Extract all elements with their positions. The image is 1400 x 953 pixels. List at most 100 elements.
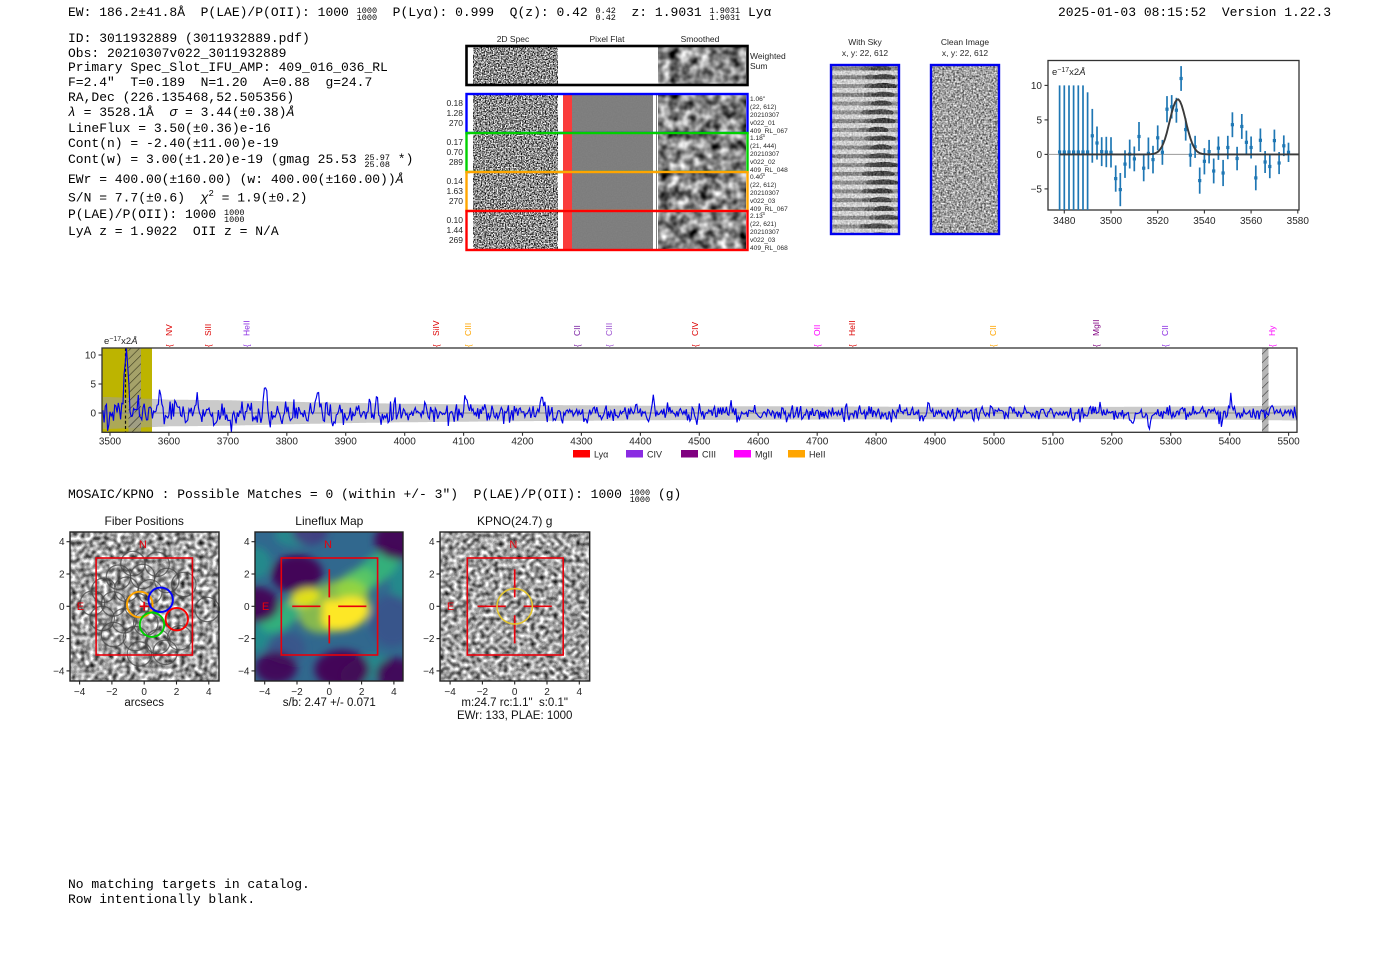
svg-text:0.40": 0.40" [750, 174, 766, 181]
svg-text:Pixel Flat: Pixel Flat [590, 34, 626, 44]
svg-text:289: 289 [449, 157, 463, 167]
svg-text:Smoothed: Smoothed [681, 34, 720, 44]
svg-text:Clean Image: Clean Image [941, 37, 989, 47]
svg-text:0: 0 [59, 602, 65, 613]
svg-text:−4: −4 [423, 666, 435, 677]
svg-text:{: { [1092, 344, 1101, 347]
svg-text:3800: 3800 [276, 437, 299, 448]
svg-text:N: N [139, 539, 147, 551]
svg-text:2: 2 [429, 570, 435, 581]
svg-text:5500: 5500 [1277, 437, 1300, 448]
svg-text:CIII: CIII [604, 323, 614, 336]
svg-text:{: { [165, 344, 174, 347]
svg-text:5: 5 [90, 380, 96, 391]
svg-text:3560: 3560 [1240, 216, 1263, 227]
svg-text:v022_02: v022_02 [750, 159, 776, 166]
svg-text:{: { [464, 344, 473, 347]
svg-text:2: 2 [59, 570, 65, 581]
svg-text:3480: 3480 [1053, 216, 1076, 227]
svg-text:270: 270 [449, 118, 463, 128]
svg-text:0.10: 0.10 [446, 215, 463, 225]
svg-text:0: 0 [327, 687, 333, 698]
svg-text:(22, 612): (22, 612) [750, 104, 776, 111]
svg-text:NV: NV [164, 324, 174, 336]
svg-text:x, y: 22, 612: x, y: 22, 612 [942, 48, 989, 58]
svg-text:−2: −2 [291, 687, 303, 698]
svg-text:4: 4 [429, 537, 435, 548]
svg-text:2: 2 [244, 570, 250, 581]
svg-text:{: { [813, 344, 822, 347]
svg-text:20210307: 20210307 [750, 190, 780, 197]
svg-text:1.28: 1.28 [446, 108, 463, 118]
svg-text:−2: −2 [423, 634, 435, 645]
svg-text:HeII: HeII [847, 320, 857, 336]
svg-text:3540: 3540 [1193, 216, 1216, 227]
svg-text:Hy: Hy [1267, 325, 1277, 336]
svg-text:KPNO(24.7) g: KPNO(24.7) g [477, 514, 552, 528]
svg-text:x, y: 22, 612: x, y: 22, 612 [842, 48, 889, 58]
svg-text:4: 4 [391, 687, 397, 698]
svg-text:4300: 4300 [570, 437, 593, 448]
svg-text:{: { [204, 344, 213, 347]
svg-text:409_RL_067: 409_RL_067 [750, 206, 788, 213]
svg-text:Fiber Positions: Fiber Positions [105, 514, 184, 528]
svg-text:4800: 4800 [865, 437, 888, 448]
svg-text:v022_01: v022_01 [750, 120, 776, 127]
svg-text:With Sky: With Sky [848, 37, 882, 47]
svg-text:0: 0 [90, 409, 96, 420]
svg-text:CIV: CIV [690, 322, 700, 337]
svg-text:N: N [324, 539, 332, 551]
svg-text:0: 0 [244, 602, 250, 613]
svg-text:MgII: MgII [1091, 319, 1101, 336]
svg-text:−4: −4 [259, 687, 271, 698]
svg-text:5: 5 [1036, 115, 1042, 126]
svg-text:E: E [77, 601, 84, 613]
svg-text:4: 4 [59, 537, 65, 548]
svg-text:3900: 3900 [335, 437, 358, 448]
svg-text:e−17x2Å: e−17x2Å [104, 336, 138, 347]
svg-text:{: { [573, 344, 582, 347]
svg-text:1.63: 1.63 [446, 186, 463, 196]
svg-text:0.17: 0.17 [446, 137, 463, 147]
svg-text:(22, 621): (22, 621) [750, 221, 776, 228]
svg-text:{: { [432, 344, 441, 347]
svg-text:3520: 3520 [1147, 216, 1170, 227]
svg-text:4900: 4900 [924, 437, 947, 448]
svg-text:10: 10 [1031, 81, 1043, 92]
svg-text:(21, 444): (21, 444) [750, 143, 776, 150]
svg-text:v022_03: v022_03 [750, 237, 776, 244]
svg-text:4: 4 [206, 687, 212, 698]
svg-text:409_RL_048: 409_RL_048 [750, 167, 788, 174]
svg-text:{: { [989, 344, 998, 347]
svg-text:arcsecs: arcsecs [124, 697, 164, 709]
svg-text:0.18: 0.18 [446, 98, 463, 108]
svg-text:CII: CII [572, 325, 582, 336]
svg-text:OII: OII [812, 325, 822, 336]
svg-text:CII: CII [988, 325, 998, 336]
svg-text:−4: −4 [53, 666, 65, 677]
svg-text:Lineflux Map: Lineflux Map [295, 514, 363, 528]
svg-text:3500: 3500 [99, 437, 122, 448]
svg-text:E: E [447, 601, 454, 613]
svg-text:0.14: 0.14 [446, 176, 463, 186]
svg-text:−2: −2 [477, 687, 489, 698]
svg-text:4200: 4200 [511, 437, 534, 448]
svg-text:4500: 4500 [688, 437, 711, 448]
svg-text:CII: CII [1160, 325, 1170, 336]
svg-text:1.06": 1.06" [750, 96, 766, 103]
svg-text:−2: −2 [106, 687, 118, 698]
svg-text:N: N [509, 539, 517, 551]
svg-text:{: { [1268, 344, 1277, 347]
svg-text:1.18": 1.18" [750, 135, 766, 142]
svg-text:20210307: 20210307 [750, 151, 780, 158]
svg-text:CIV: CIV [647, 450, 662, 460]
svg-text:SiII: SiII [203, 324, 213, 336]
svg-text:−5: −5 [1031, 184, 1043, 195]
svg-text:20210307: 20210307 [750, 112, 780, 119]
svg-text:CIII: CIII [463, 323, 473, 336]
svg-text:0: 0 [141, 687, 147, 698]
svg-text:10: 10 [85, 351, 97, 362]
svg-text:CIII: CIII [702, 450, 716, 460]
svg-text:4: 4 [577, 687, 583, 698]
svg-text:Lyα: Lyα [594, 450, 608, 460]
